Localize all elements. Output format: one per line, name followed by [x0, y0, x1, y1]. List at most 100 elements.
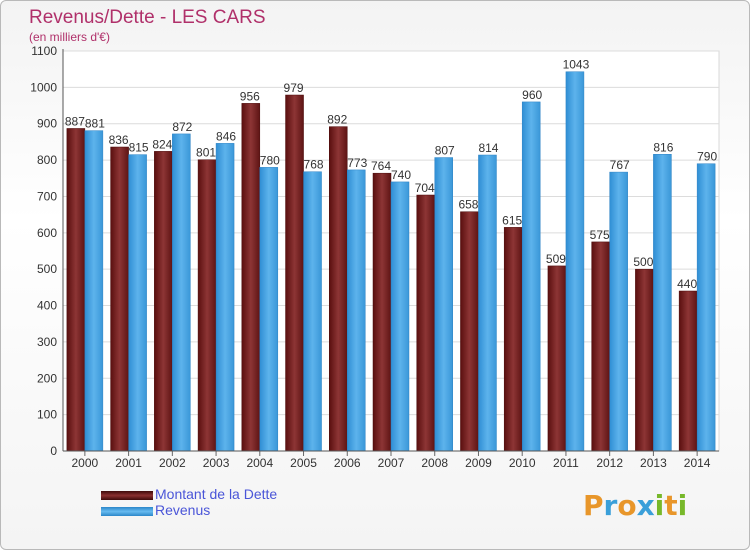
data-label-dette: 500 [633, 255, 653, 269]
logo-letter: i [677, 489, 688, 522]
x-tick-label: 2006 [334, 456, 361, 470]
bar-dette [110, 146, 129, 452]
bar-dette [154, 151, 173, 452]
x-tick-label: 2013 [640, 456, 667, 470]
legend-label-debt: Montant de la Dette [155, 486, 278, 502]
x-tick-label: 2004 [246, 456, 273, 470]
data-label-revenus: 872 [172, 120, 192, 134]
bar-dette [66, 128, 86, 452]
data-label-dette: 575 [590, 228, 610, 242]
data-label-dette: 764 [371, 159, 391, 173]
bar-revenus [521, 101, 541, 452]
logo-letter: r [603, 489, 618, 522]
bar-revenus [653, 154, 672, 452]
data-label-revenus: 846 [216, 129, 236, 143]
bar-dette [197, 159, 217, 452]
data-label-dette: 658 [458, 198, 478, 212]
bar-dette [285, 94, 304, 452]
data-label-revenus: 814 [478, 141, 498, 155]
x-tick-label: 2000 [72, 456, 99, 470]
bar-dette [416, 194, 435, 452]
data-label-dette: 704 [415, 181, 435, 195]
bar-dette [678, 290, 698, 452]
data-label-revenus: 816 [653, 140, 673, 154]
chart-title: Revenus/Dette - LES CARS [29, 7, 266, 28]
data-label-revenus: 1043 [563, 58, 590, 72]
bar-dette [635, 268, 654, 452]
bar-revenus [390, 181, 410, 452]
bar-dette [241, 103, 261, 452]
data-label-revenus: 790 [697, 150, 717, 164]
data-label-revenus: 815 [129, 141, 149, 155]
data-label-dette: 887 [65, 114, 85, 128]
data-label-revenus: 768 [304, 158, 324, 172]
y-tick-label: 900 [37, 117, 57, 131]
data-label-dette: 836 [109, 133, 129, 147]
x-tick-label: 2007 [378, 456, 405, 470]
data-label-dette: 615 [502, 213, 522, 227]
x-tick-label: 2008 [421, 456, 448, 470]
data-label-dette: 824 [152, 137, 172, 151]
data-label-dette: 509 [546, 252, 566, 266]
x-tick-label: 2001 [115, 456, 142, 470]
data-label-revenus: 780 [260, 153, 280, 167]
x-tick-label: 2009 [465, 456, 492, 470]
data-label-revenus: 740 [391, 168, 411, 182]
bar-dette [460, 211, 479, 452]
bar-revenus [478, 154, 497, 452]
bar-revenus [128, 154, 147, 452]
x-tick-label: 2011 [553, 456, 579, 470]
y-tick-label: 1100 [31, 44, 57, 58]
data-label-dette: 956 [240, 89, 260, 103]
bar-dette [591, 241, 610, 452]
x-tick-label: 2003 [203, 456, 230, 470]
y-tick-label: 400 [37, 299, 57, 313]
bar-dette [329, 126, 348, 452]
data-label-revenus: 773 [347, 156, 367, 170]
y-tick-label: 100 [37, 408, 57, 422]
bar-dette [547, 265, 567, 452]
bar-dette [372, 172, 392, 452]
bar-revenus [434, 157, 453, 452]
y-tick-label: 300 [37, 335, 57, 349]
x-tick-label: 2002 [159, 456, 186, 470]
bar-revenus [347, 169, 366, 452]
y-tick-label: 500 [37, 262, 57, 276]
x-tick-label: 2010 [509, 456, 536, 470]
bar-revenus [609, 171, 628, 452]
legend-swatch-revenus [101, 507, 153, 516]
logo-letter: o [617, 489, 637, 522]
data-label-revenus: 767 [610, 158, 630, 172]
bar-revenus [565, 71, 585, 452]
bar-revenus [84, 130, 104, 452]
bar-revenus [696, 163, 716, 452]
data-label-revenus: 881 [85, 117, 105, 131]
data-label-dette: 892 [327, 113, 347, 127]
logo-letter: i [654, 489, 665, 522]
y-tick-label: 1000 [30, 80, 57, 94]
logo-letter: t [664, 489, 678, 522]
logo-letter: P [583, 489, 604, 522]
bar-dette [503, 227, 523, 452]
data-label-revenus: 960 [522, 88, 542, 102]
x-tick-label: 2014 [684, 456, 711, 470]
y-tick-label: 700 [37, 189, 57, 203]
legend-label-revenus: Revenus [155, 502, 211, 518]
y-tick-label: 0 [50, 444, 57, 458]
proxiti-logo: Proxiti [583, 489, 687, 522]
logo-letter: x [636, 489, 655, 522]
legend-swatch-debt [101, 491, 153, 500]
bar-revenus [303, 171, 322, 452]
y-tick-label: 600 [37, 226, 57, 240]
data-label-revenus: 807 [435, 144, 455, 158]
x-tick-label: 2005 [290, 456, 317, 470]
data-label-dette: 440 [677, 277, 697, 291]
bar-revenus [172, 133, 191, 452]
data-label-dette: 801 [196, 146, 216, 160]
data-label-dette: 979 [284, 81, 304, 95]
chart-subtitle: (en milliers d'€) [29, 30, 110, 44]
x-tick-label: 2012 [596, 456, 623, 470]
y-tick-label: 800 [37, 153, 57, 167]
